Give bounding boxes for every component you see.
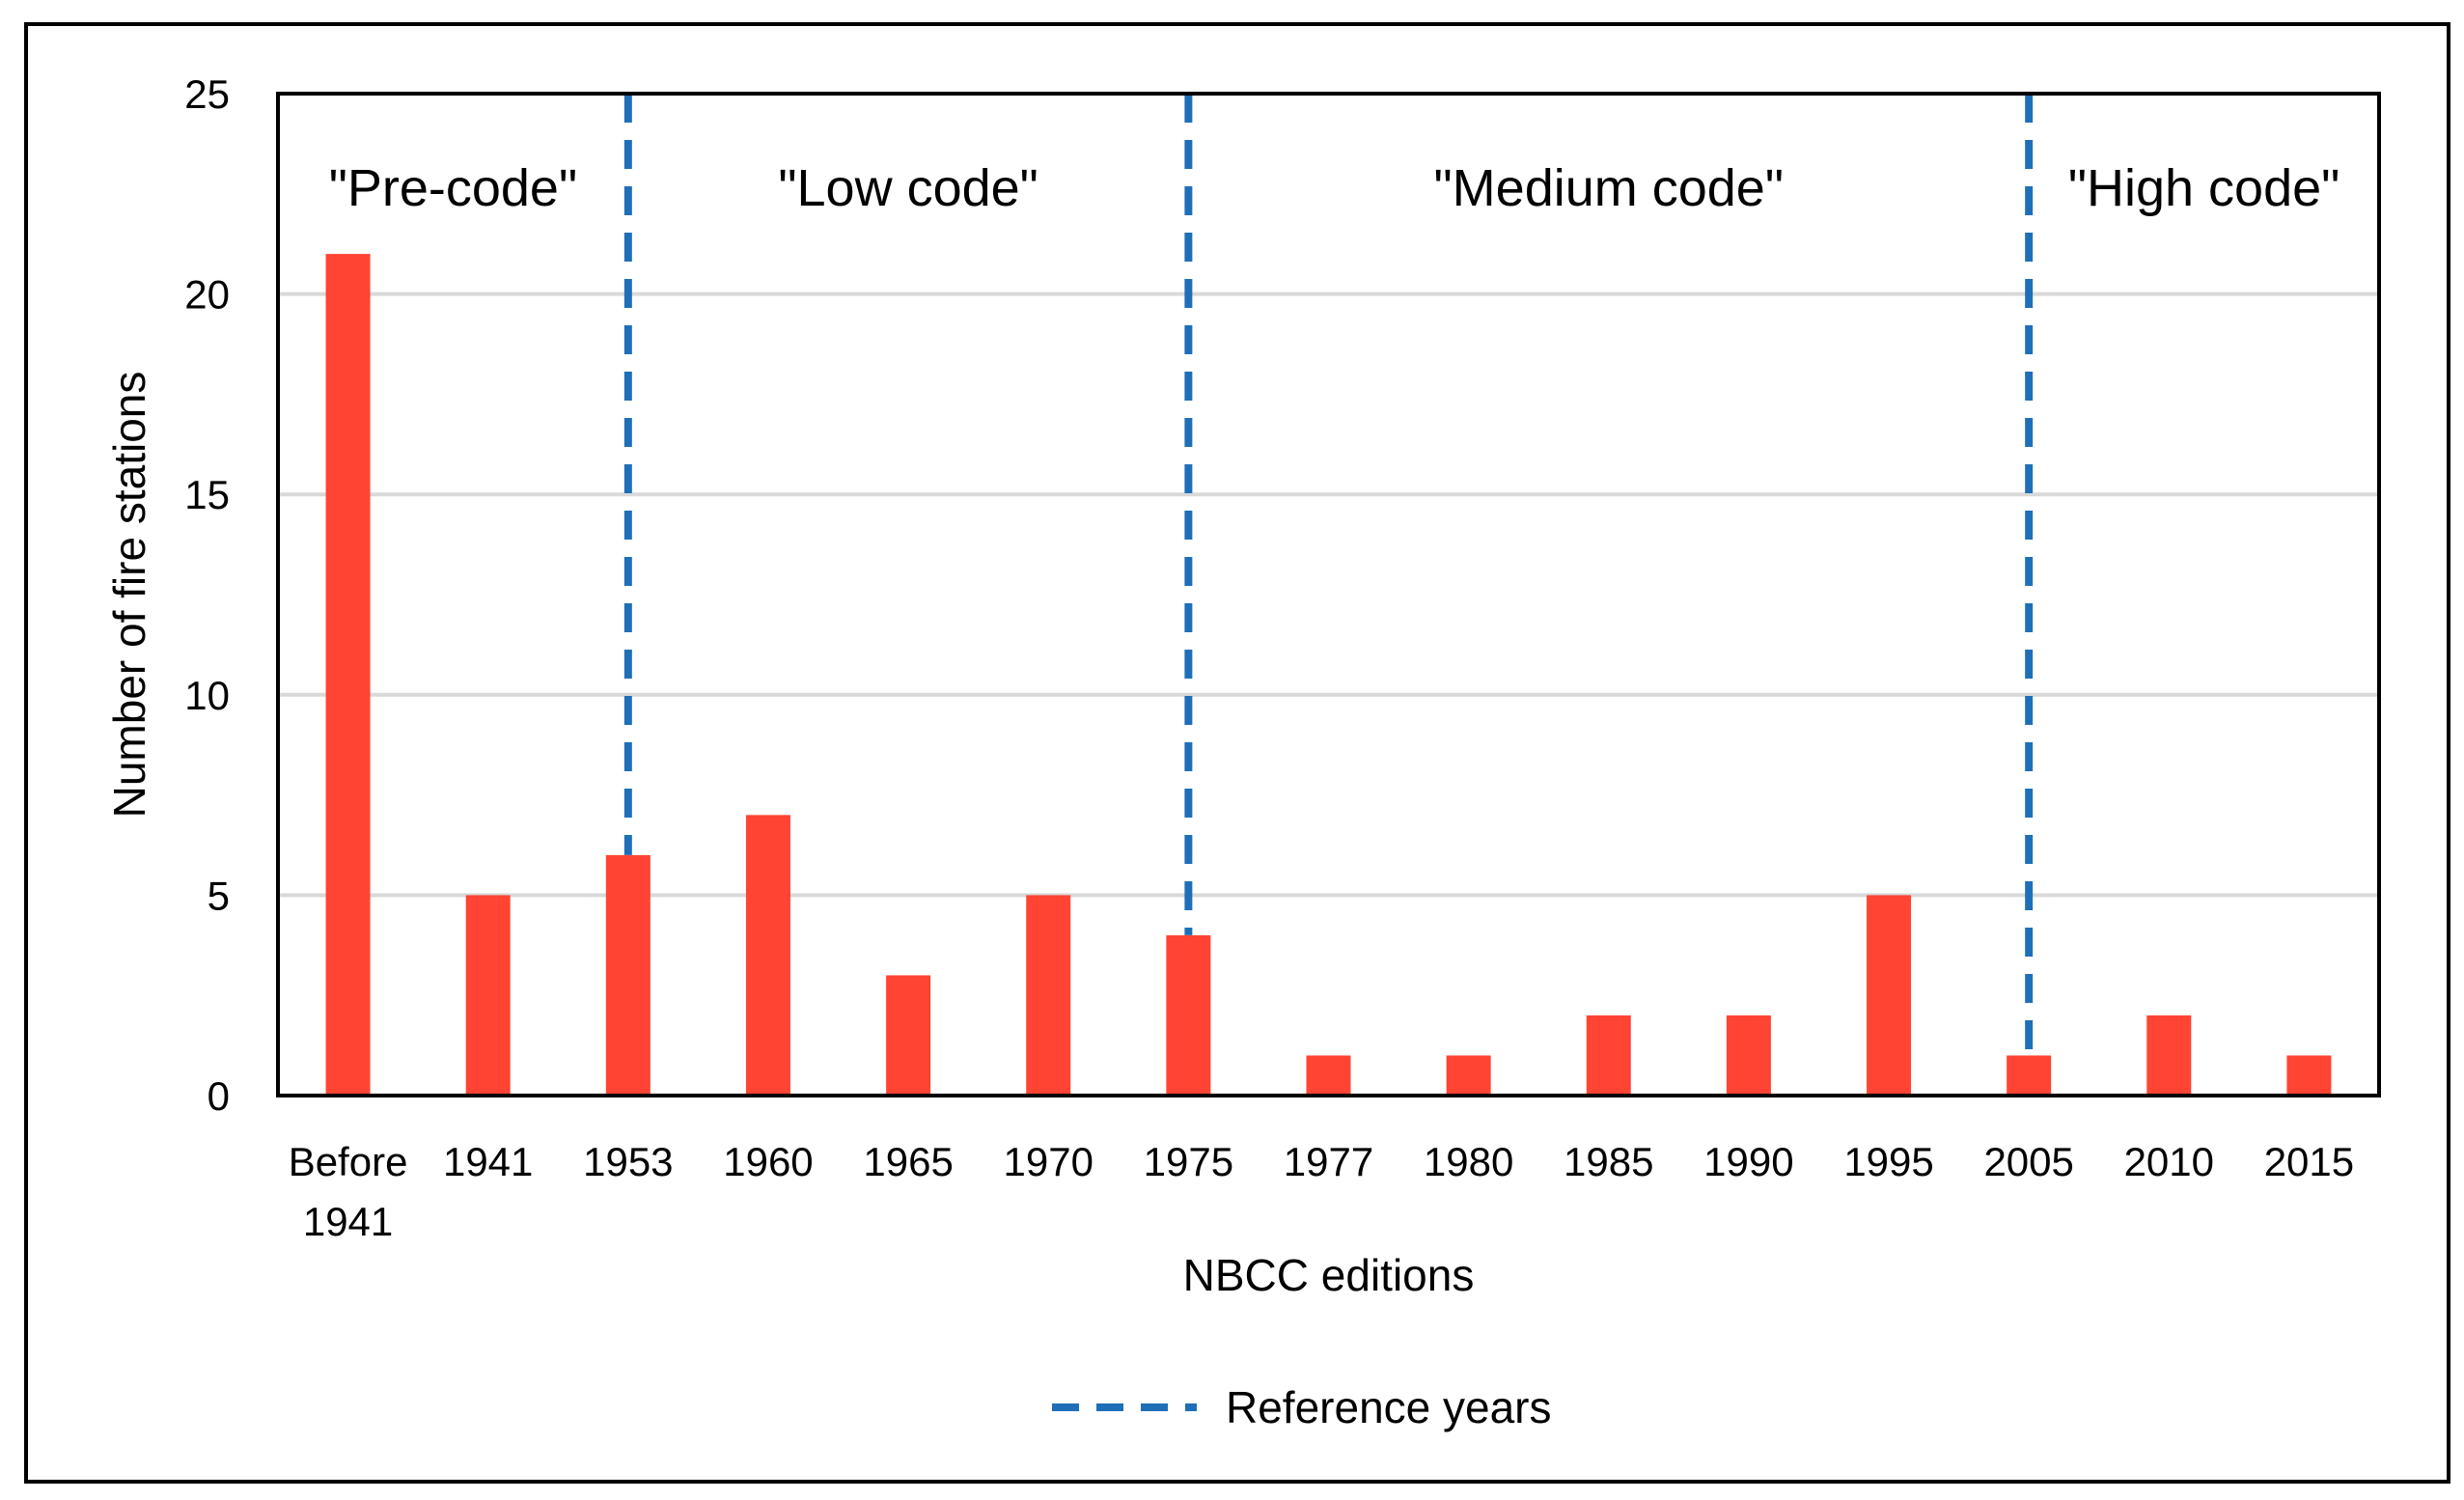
bar: [2007, 1055, 2052, 1096]
bar: [886, 975, 931, 1096]
x-tick-label: 2005: [1983, 1139, 2073, 1184]
x-tick-label: 1995: [1843, 1139, 1933, 1184]
era-label: "Low code": [778, 159, 1038, 217]
bar: [1586, 1014, 1631, 1096]
x-axis-title: NBCC editions: [1183, 1250, 1475, 1300]
bar: [1026, 895, 1071, 1096]
legend: Reference years: [1052, 1382, 1552, 1432]
era-label: "High code": [2068, 159, 2340, 217]
legend-label-reference-years: Reference years: [1226, 1382, 1552, 1432]
y-tick-label: 25: [184, 71, 230, 117]
bar: [605, 854, 651, 1096]
figure-border: [24, 22, 2450, 1484]
bar: [2146, 1014, 2192, 1096]
plot-area-frame: [276, 92, 2381, 1097]
reference-lines: [623, 94, 2034, 1056]
y-axis-ticks: 0 5 10 15 20 25: [184, 71, 230, 1119]
x-tick-label: 1960: [723, 1139, 813, 1184]
x-tick-label: 1970: [1004, 1139, 1094, 1184]
x-tick-label: 1953: [583, 1139, 673, 1184]
x-tick-label: 1990: [1703, 1139, 1793, 1184]
bar: [1867, 895, 1912, 1096]
x-axis-ticks: Before 1941 1941 1953 1960 1965 1970 1975 1977 19…: [289, 1139, 2354, 1244]
x-tick-label: 2015: [2264, 1139, 2354, 1184]
bar: [1726, 1014, 1771, 1096]
y-tick-label: 0: [208, 1073, 230, 1119]
x-tick-label: Before: [289, 1139, 408, 1184]
y-tick-label: 20: [184, 272, 230, 318]
x-tick-label: 1941: [303, 1199, 393, 1244]
x-tick-label: 1941: [443, 1139, 533, 1184]
x-tick-label: 1980: [1424, 1139, 1513, 1184]
x-tick-label: 1975: [1144, 1139, 1233, 1184]
x-tick-label: 1977: [1284, 1139, 1373, 1184]
bar: [1166, 934, 1211, 1096]
era-label: "Medium code": [1434, 159, 1785, 217]
bar: [465, 895, 511, 1096]
y-tick-label: 5: [208, 873, 230, 918]
x-tick-label: 1985: [1564, 1139, 1653, 1184]
bar: [745, 815, 790, 1096]
y-axis-title: Number of fire stations: [104, 372, 154, 819]
x-tick-label: 2010: [2124, 1139, 2214, 1184]
x-tick-label: 1965: [863, 1139, 953, 1184]
bar: [1306, 1055, 1351, 1096]
era-label: "Pre-code": [329, 159, 577, 217]
bar: [325, 254, 371, 1097]
bars: [325, 254, 2332, 1097]
y-tick-label: 10: [184, 673, 230, 718]
era-labels: "Pre-code" "Low code" "Medium code" "High c…: [329, 159, 2340, 217]
y-tick-label: 15: [184, 472, 230, 517]
bar: [1446, 1055, 1491, 1096]
bar: [2286, 1055, 2332, 1096]
